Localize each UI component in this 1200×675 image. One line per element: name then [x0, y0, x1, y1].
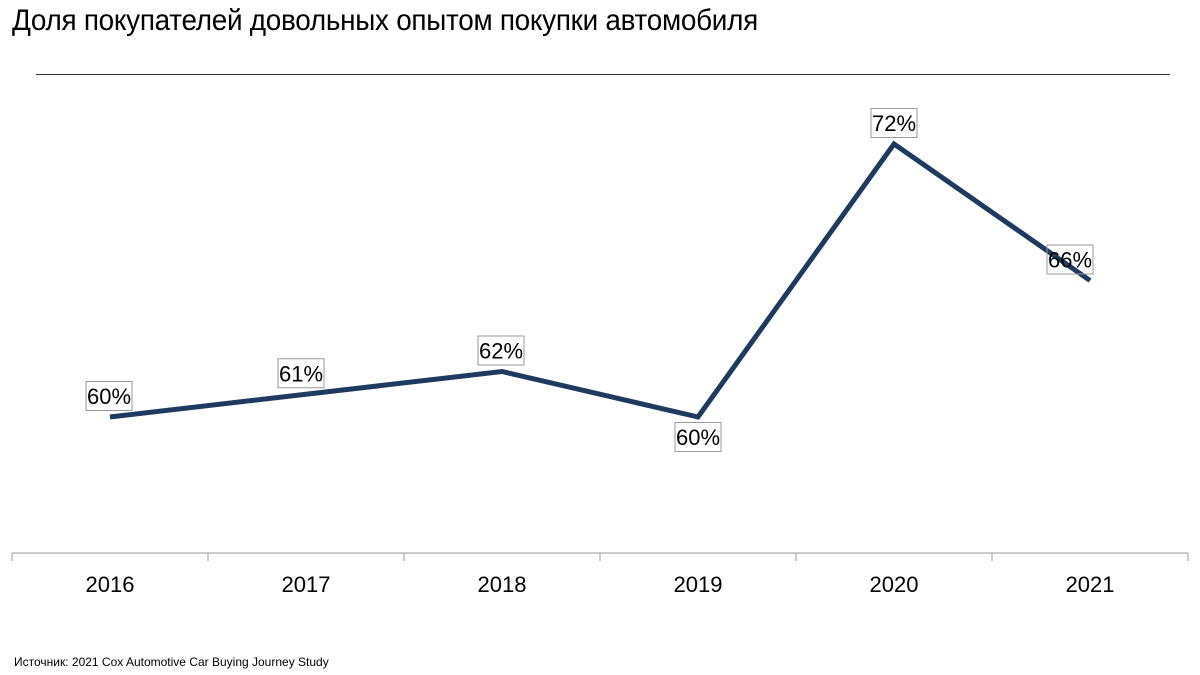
series-layer — [109, 140, 1092, 420]
x-tick-label: 2018 — [478, 572, 527, 597]
x-tick-label: 2017 — [282, 572, 331, 597]
data-label-box — [477, 335, 525, 366]
data-label-box — [870, 108, 918, 138]
data-label-box — [277, 358, 325, 389]
data-label-box — [674, 422, 722, 452]
title-divider — [36, 74, 1170, 75]
data-label-layer: 60% 61% 62% 60% 72% 66% — [85, 108, 1094, 452]
data-label: 62% — [479, 339, 523, 364]
data-label: 66% — [1048, 248, 1092, 273]
source-note: Источник: 2021 Cox Automotive Car Buying… — [14, 655, 329, 669]
x-tick-label: 2020 — [870, 572, 919, 597]
data-label-box — [85, 381, 133, 411]
x-tick-label: 2021 — [1066, 572, 1115, 597]
chart-title: Доля покупателей довольных опытом покупк… — [12, 4, 758, 37]
x-axis — [11, 552, 1189, 561]
x-tick-label: 2019 — [674, 572, 723, 597]
data-label: 60% — [676, 425, 720, 450]
data-label: 61% — [279, 361, 323, 386]
data-label-box — [1046, 244, 1094, 275]
data-label: 72% — [872, 111, 916, 136]
x-tick-label-layer: 2016 2017 2018 2019 2020 2021 — [86, 572, 1115, 597]
data-label: 60% — [87, 384, 131, 409]
x-tick-label: 2016 — [86, 572, 135, 597]
series-line — [109, 140, 1092, 420]
